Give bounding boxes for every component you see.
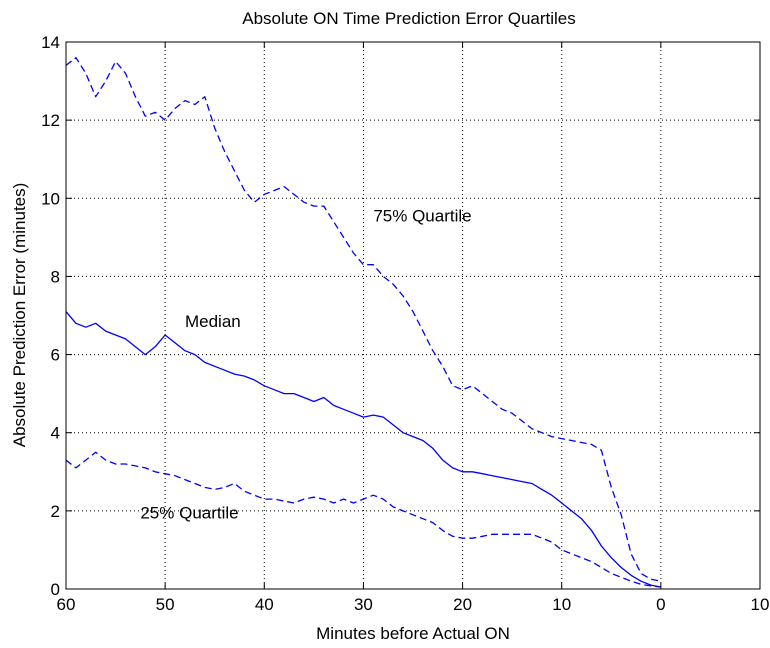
x-tick-label: 60 xyxy=(57,595,76,614)
x-axis-ticks: 60 50 40 30 20 10 0 10 xyxy=(57,42,770,614)
series-label-75-quartile: 75% Quartile xyxy=(373,207,471,226)
y-axis-ticks: 0 2 4 6 8 10 12 14 xyxy=(41,33,760,599)
series-layer xyxy=(65,56,662,588)
y-tick-label: 2 xyxy=(51,502,60,521)
series-line-25-quartile xyxy=(65,451,661,588)
x-tick-label: 10 xyxy=(751,595,770,614)
y-tick-label: 8 xyxy=(51,267,60,286)
y-tick-label: 12 xyxy=(41,111,60,130)
plot-area xyxy=(66,42,760,589)
x-tick-label: 50 xyxy=(156,595,175,614)
y-axis-label: Absolute Prediction Error (minutes) xyxy=(10,183,29,448)
series-labels: 75% Quartile Median 25% Quartile xyxy=(140,207,471,523)
y-tick-label: 10 xyxy=(41,189,60,208)
y-tick-label: 0 xyxy=(51,580,60,599)
x-tick-label: 30 xyxy=(354,595,373,614)
x-tick-label: 40 xyxy=(255,595,274,614)
y-tick-label: 6 xyxy=(51,346,60,365)
series-line-median xyxy=(65,311,662,588)
plot-frame xyxy=(65,41,761,590)
x-tick-label: 10 xyxy=(552,595,571,614)
x-tick-label: 0 xyxy=(656,595,665,614)
series-label-median: Median xyxy=(185,312,241,331)
y-tick-label: 4 xyxy=(51,424,60,443)
y-tick-label: 14 xyxy=(41,33,60,52)
x-tick-label: 20 xyxy=(453,595,472,614)
chart-title: Absolute ON Time Prediction Error Quarti… xyxy=(242,9,576,28)
x-axis-label: Minutes before Actual ON xyxy=(316,624,510,643)
series-line-75-quartile xyxy=(65,56,662,582)
series-label-25-quartile: 25% Quartile xyxy=(140,504,238,523)
